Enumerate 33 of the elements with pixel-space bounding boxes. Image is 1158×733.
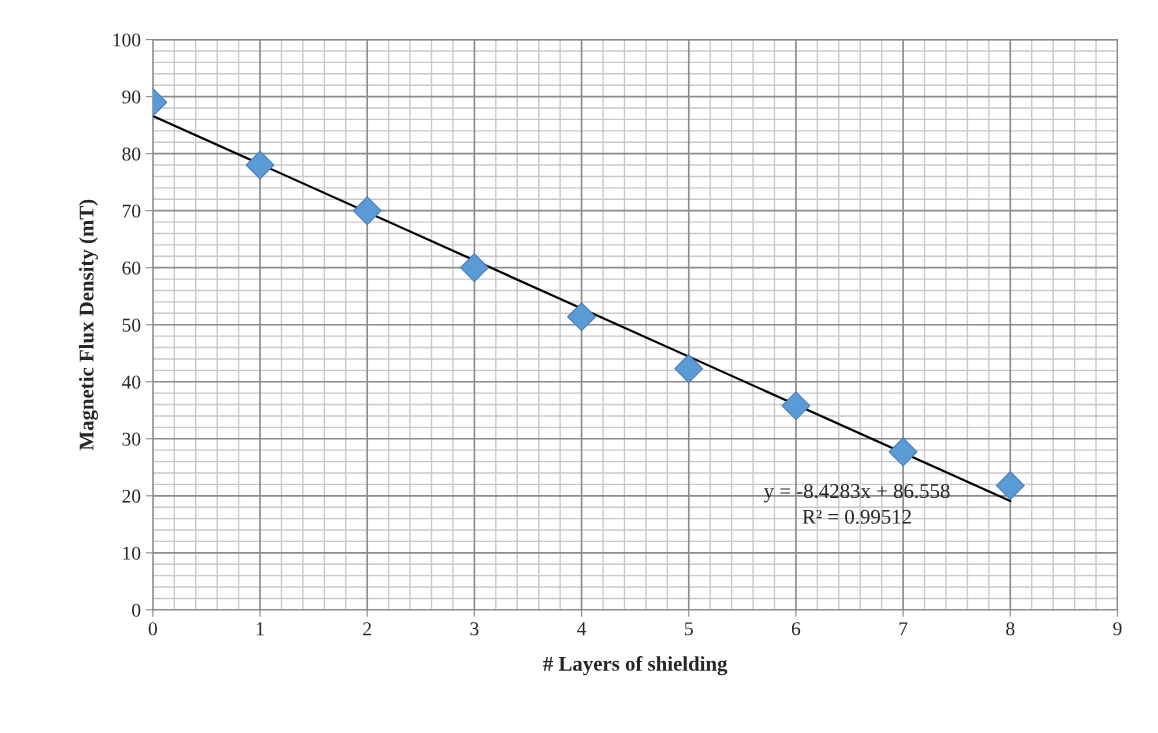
x-axis-title: # Layers of shielding [543,655,728,676]
y-tick-label: 0 [132,603,141,617]
point [888,437,918,467]
y-tick-label: 100 [113,33,141,47]
y-tick-label: 10 [123,546,141,560]
point [459,253,489,283]
x-tick-label: 3 [470,622,479,636]
x-tick-label: 1 [256,622,264,636]
y-axis-title: Magnetic Flux Density (mT) [78,199,98,451]
x-tick-label: 2 [363,622,371,636]
y-tick-label: 30 [122,432,141,446]
x-tick-label: 6 [791,622,801,636]
point [674,354,704,384]
point [245,150,275,180]
x-tick-label: 9 [1113,622,1122,636]
annotation: R² = 0.99512 [802,509,911,524]
x-tick-label: 7 [899,622,908,636]
y-tick-label: 90 [122,90,141,104]
y-tick-label: 60 [122,261,141,275]
y-tick-label: 40 [121,375,141,389]
point [352,196,382,226]
x-tick-label: 5 [685,622,693,636]
y-tick-label: 50 [122,318,141,332]
y-tick-label: 70 [122,204,141,218]
y-tick-label: 20 [122,489,141,503]
annotation: y = -8.4283x + 86.558 [763,484,950,503]
point [567,302,597,332]
x-tick-label: 4 [577,622,587,636]
point [781,391,811,421]
x-tick-label: 0 [148,622,157,636]
x-tick-label: 8 [1006,622,1015,636]
point [995,471,1025,500]
y-tick-label: 80 [122,147,141,161]
